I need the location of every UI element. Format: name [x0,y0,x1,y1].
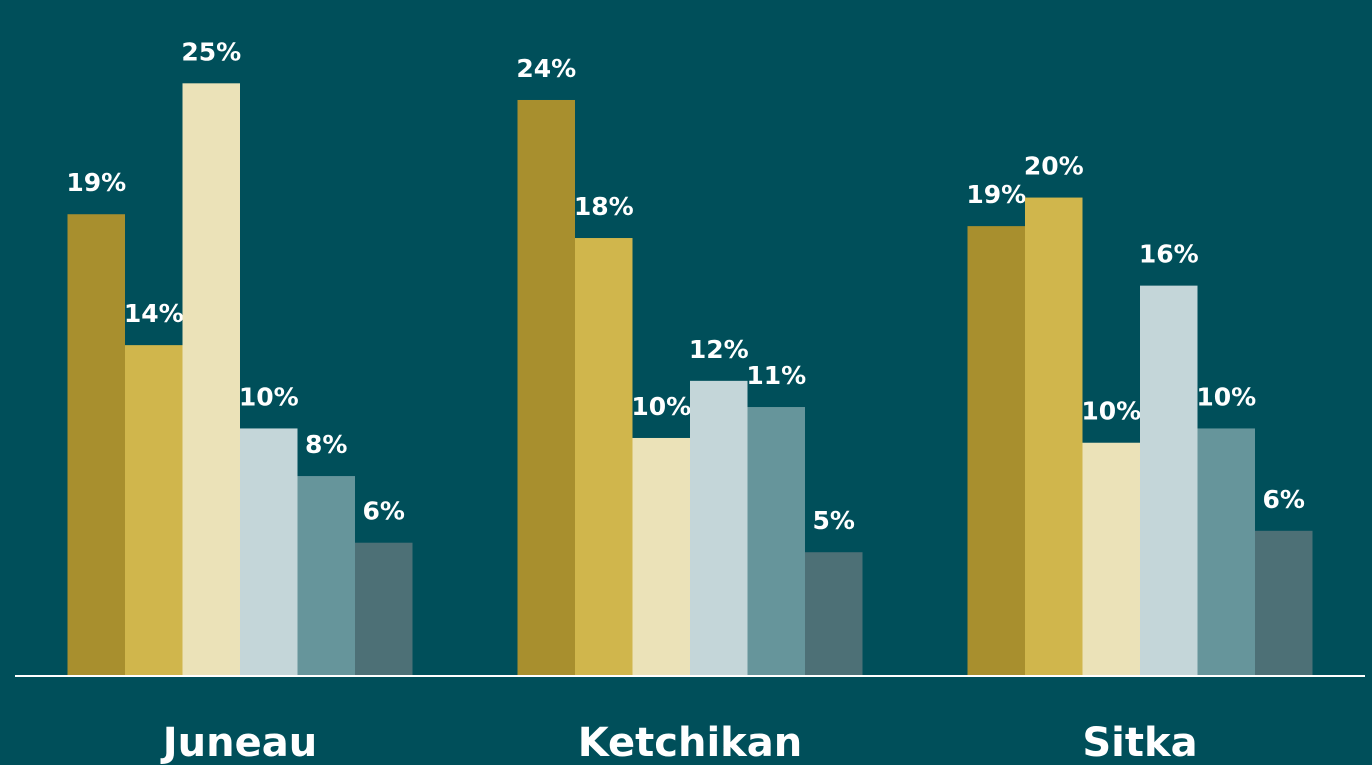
bar [967,226,1025,676]
category-label: Sitka [1082,720,1197,765]
value-label: 12% [689,335,749,364]
value-label: 6% [1263,485,1305,514]
value-label: 6% [363,497,405,526]
value-label: 11% [746,361,806,390]
bar [575,238,633,676]
value-label: 20% [1024,152,1084,181]
value-label: 24% [516,54,576,83]
value-label: 10% [1196,382,1256,411]
bar [690,380,748,676]
value-label: 8% [305,430,347,459]
value-label: 14% [124,299,184,328]
category-label: Ketchikan [578,720,803,765]
bar [125,345,183,676]
value-label: 19% [66,168,126,197]
bar [1025,197,1083,676]
bar [747,407,805,676]
value-label: 5% [813,506,855,535]
value-label: 16% [1139,240,1199,269]
bar [632,437,690,676]
bar [240,428,298,676]
value-label: 10% [631,392,691,421]
bar [297,476,355,676]
bar [182,83,240,676]
bar [1255,530,1313,676]
value-label: 18% [574,192,634,221]
bar [355,542,413,676]
bar [1140,285,1198,676]
bar [517,99,575,677]
bar [1082,442,1140,676]
value-label: 19% [966,180,1026,209]
value-label: 10% [1081,397,1141,426]
bar [67,214,125,677]
bar [805,552,863,676]
bar [1197,428,1255,676]
value-label: 10% [239,382,299,411]
value-label: 25% [181,37,241,66]
category-label: Juneau [160,720,317,765]
